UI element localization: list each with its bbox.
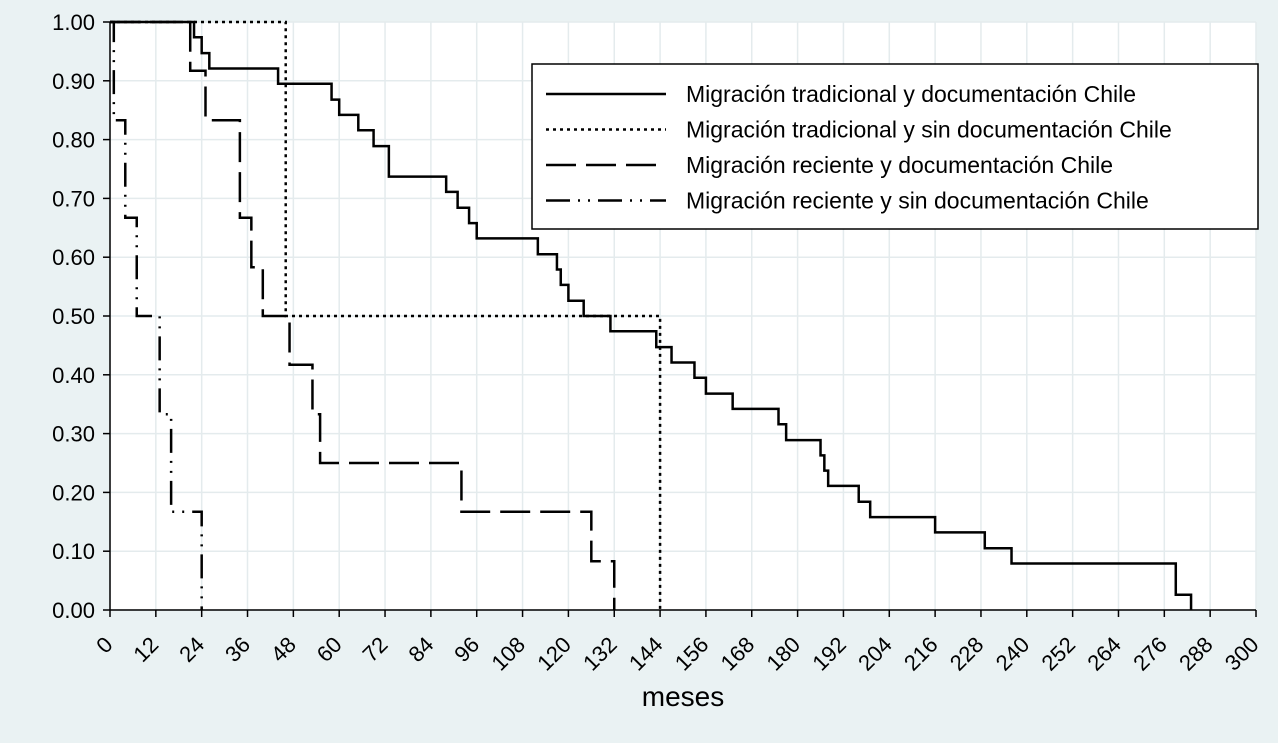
x-tick-label: 180 — [761, 632, 805, 676]
legend-label-4: Migración reciente y sin documentación C… — [686, 188, 1149, 214]
series-group — [110, 20, 1193, 610]
series-line-1 — [110, 20, 1193, 610]
x-tick-label: 228 — [945, 632, 989, 676]
x-tick-label: 72 — [358, 632, 393, 667]
x-tick-label: 60 — [312, 632, 347, 667]
x-tick-label: 48 — [266, 632, 301, 667]
x-tick-label: 216 — [899, 632, 943, 676]
x-tick-label: 204 — [853, 632, 897, 676]
x-tick-label: 24 — [174, 632, 209, 667]
x-tick-label: 108 — [486, 632, 530, 676]
y-tick-label: 1.00 — [52, 10, 95, 35]
x-tick-label: 12 — [128, 632, 163, 667]
y-tick-label: 0.60 — [52, 245, 95, 270]
y-tick-label: 0.30 — [52, 422, 95, 447]
x-tick-label: 132 — [578, 632, 622, 676]
legend-label-2: Migración tradicional y sin documentació… — [686, 117, 1172, 143]
x-tick-label: 240 — [991, 632, 1035, 676]
legend: Migración tradicional y documentación Ch… — [531, 63, 1259, 230]
y-tick-label: 0.10 — [52, 539, 95, 564]
x-tick-label: 84 — [403, 632, 438, 667]
x-tick-label: 168 — [716, 632, 760, 676]
series-line-4 — [110, 20, 203, 610]
x-axis-title: meses — [642, 681, 724, 712]
x-tick-label: 96 — [449, 632, 484, 667]
x-tick-label: 276 — [1128, 632, 1172, 676]
series-line-3 — [110, 20, 616, 610]
x-tick-label: 144 — [624, 632, 668, 676]
y-tick-label: 0.90 — [52, 69, 95, 94]
y-tick-label: 0.00 — [52, 598, 95, 623]
x-tick-label: 120 — [532, 632, 576, 676]
y-tick-label: 0.80 — [52, 128, 95, 153]
x-tick-label: 0 — [91, 632, 117, 658]
y-tick-label: 0.20 — [52, 480, 95, 505]
x-tick-label: 156 — [670, 632, 714, 676]
x-tick-label: 264 — [1082, 632, 1126, 676]
y-tick-label: 0.70 — [52, 186, 95, 211]
legend-label-3: Migración reciente y documentación Chile — [686, 152, 1113, 178]
x-tick-labels: 0 12 24 36 48 60 72 84 96 108 120 132 144 156 168 180 19… — [91, 632, 1263, 676]
y-tick-labels: 0.00 0.10 0.20 0.30 0.40 0.50 0.60 0.70 0.80 0.90… — [52, 10, 95, 623]
legend-label-1: Migración tradicional y documentación Ch… — [686, 81, 1136, 107]
axes — [103, 21, 1257, 617]
y-tick-label: 0.40 — [52, 363, 95, 388]
x-tick-label: 192 — [807, 632, 851, 676]
x-tick-label: 252 — [1037, 632, 1081, 676]
y-tick-label: 0.50 — [52, 304, 95, 329]
x-tick-label: 288 — [1174, 632, 1218, 676]
x-tick-label: 300 — [1220, 632, 1264, 676]
x-tick-label: 36 — [220, 632, 255, 667]
